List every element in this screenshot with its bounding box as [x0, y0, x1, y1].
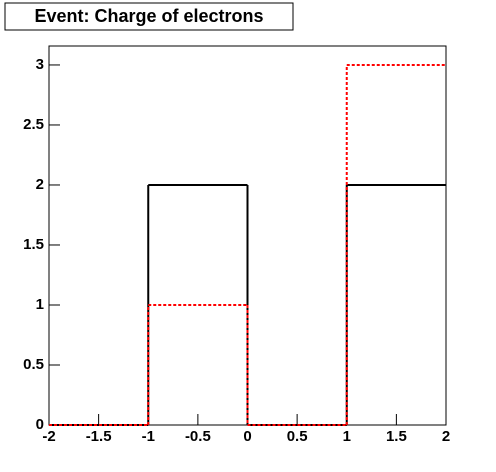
- x-tick-label: -2: [42, 428, 55, 445]
- y-tick-label: 2.5: [23, 116, 44, 133]
- y-tick-label: 2: [36, 176, 44, 193]
- y-tick-label: 0: [36, 416, 44, 433]
- y-tick-label: 1: [36, 296, 44, 313]
- y-tick-label: 3: [36, 56, 44, 73]
- y-tick-label: 1.5: [23, 236, 44, 253]
- x-tick-label: -1.5: [86, 428, 112, 445]
- x-tick-label: 0.5: [287, 428, 308, 445]
- title-box: [4, 2, 294, 31]
- y-tick-label: 0.5: [23, 356, 44, 373]
- x-tick-label: 1: [343, 428, 351, 445]
- x-tick-label: -1: [142, 428, 155, 445]
- chart-title: Event: Charge of electrons: [34, 6, 263, 26]
- x-tick-label: 2: [442, 428, 450, 445]
- x-tick-label: 0: [243, 428, 251, 445]
- x-tick-label: 1.5: [386, 428, 407, 445]
- x-tick-label: -0.5: [185, 428, 211, 445]
